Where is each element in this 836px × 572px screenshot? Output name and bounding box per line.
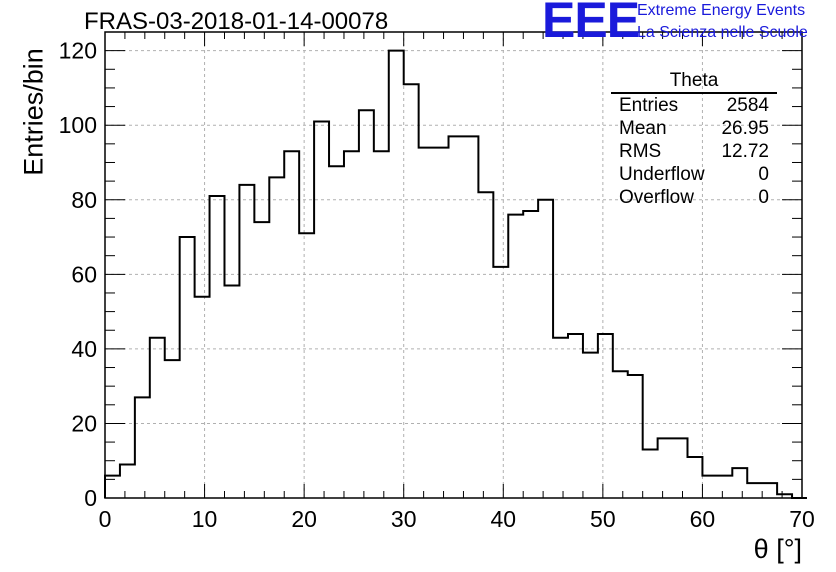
histogram-bin (254, 222, 269, 498)
stats-value: 26.95 (721, 118, 769, 139)
histogram-bin (150, 338, 165, 498)
stats-value: 0 (758, 187, 769, 208)
stats-value: 2584 (726, 95, 769, 116)
histogram-bin (180, 237, 195, 498)
y-axis-label: Entries/bin (18, 48, 49, 176)
histogram-bin (717, 476, 732, 498)
histogram-bin (732, 468, 747, 498)
x-axis-label: θ [°] (753, 534, 802, 564)
histogram-bin (523, 211, 538, 498)
histogram-bin (165, 360, 180, 498)
histogram-bin (224, 286, 239, 498)
stats-row: Overflow 0 (611, 186, 777, 209)
histogram-bin (299, 233, 314, 498)
histogram-bin (508, 215, 523, 498)
histogram-bin (210, 196, 225, 498)
x-tick-label: 20 (291, 506, 317, 532)
histogram-bin (762, 483, 777, 498)
y-tick-label: 20 (71, 410, 97, 436)
y-tick-label: 100 (59, 112, 97, 138)
histogram-bin (747, 483, 762, 498)
stats-box: Theta Entries 2584 Mean 26.95 RMS 12.72 Underf… (611, 70, 777, 209)
eee-logo: EEE Extreme Energy Events La Scienza nel… (542, 0, 836, 48)
stats-label: Entries (619, 95, 679, 116)
y-tick-label: 0 (84, 485, 97, 511)
y-tick-label: 80 (71, 187, 97, 213)
histogram-bin (478, 192, 493, 498)
axes-frame (104, 31, 803, 499)
y-tick-label: 40 (71, 336, 97, 362)
histogram-bars (104, 49, 807, 499)
x-tick-label: 60 (690, 506, 716, 532)
stats-title: Theta (611, 70, 777, 94)
histogram-bin (658, 438, 673, 498)
stats-row: Mean 26.95 (611, 117, 777, 140)
histogram-bin (120, 464, 135, 498)
logo-mark: EEE (542, 0, 640, 48)
histogram-bin (374, 151, 389, 498)
histogram-bin (702, 476, 717, 498)
histogram-bin (628, 375, 643, 498)
logo-line-1: Extreme Energy Events (637, 2, 806, 19)
x-tick-label: 30 (391, 506, 417, 532)
stats-label: RMS (619, 141, 662, 162)
histogram-bin (493, 267, 508, 498)
axis-ticks (104, 31, 803, 499)
x-tick-label: 50 (590, 506, 616, 532)
histogram-bin (583, 353, 598, 498)
histogram-bin (568, 334, 583, 498)
plot-frame (104, 31, 803, 499)
stats-value: 12.72 (721, 141, 769, 162)
histogram-bin (359, 110, 374, 498)
histogram-bin (404, 84, 419, 498)
stats-row: Entries 2584 (611, 94, 777, 117)
logo-line-2: La Scienza nelle Scuole (637, 24, 808, 41)
histogram-bin (284, 151, 299, 498)
stats-value: 0 (758, 164, 769, 185)
tick-labels: 0 10 20 30 40 50 60 70 0 20 40 60 80 100 120 (59, 38, 815, 532)
grid-lines (105, 32, 802, 498)
histogram-bin (687, 457, 702, 498)
x-tick-label: 10 (192, 506, 218, 532)
histogram-bin (673, 438, 688, 498)
histogram-bin (329, 166, 344, 498)
histogram-bin (449, 136, 464, 498)
histogram-bin (463, 136, 478, 498)
histogram-bin (195, 297, 210, 498)
stats-row: RMS 12.72 (611, 140, 777, 163)
histogram-bin (613, 371, 628, 498)
y-tick-label: 120 (59, 38, 97, 64)
histogram-bin (239, 185, 254, 498)
histogram-bin (598, 334, 613, 498)
stats-row: Underflow 0 (611, 163, 777, 186)
stats-label: Overflow (619, 187, 694, 208)
histogram-bin (135, 397, 150, 498)
stats-label: Mean (619, 118, 667, 139)
histogram-outline (104, 49, 807, 499)
histogram-bin (269, 177, 284, 498)
histogram-bin (643, 450, 658, 498)
x-tick-label: 0 (99, 506, 112, 532)
x-tick-label: 70 (789, 506, 815, 532)
x-tick-label: 40 (490, 506, 516, 532)
histogram-bin (344, 151, 359, 498)
histogram-bin (314, 121, 329, 498)
histogram-bin (553, 338, 568, 498)
y-tick-label: 60 (71, 261, 97, 287)
stats-label: Underflow (619, 164, 705, 185)
page-title: FRAS-03-2018-01-14-00078 (84, 8, 389, 35)
stats-rows: Entries 2584 Mean 26.95 RMS 12.72 Underflow 0 Ov… (611, 94, 777, 209)
